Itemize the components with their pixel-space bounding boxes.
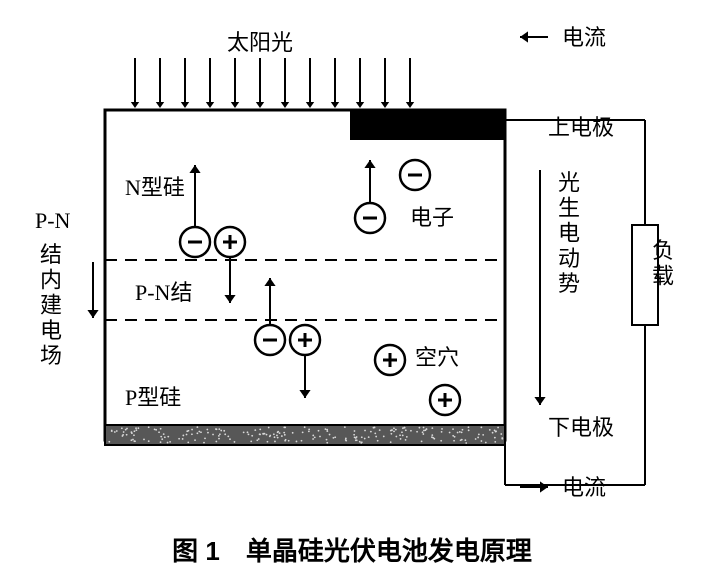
- svg-text:结内建电场: 结内建电场: [40, 242, 62, 368]
- svg-text:光生电动势: 光生电动势: [558, 170, 580, 296]
- bottom-electrode-label: 下电极: [548, 415, 614, 440]
- hole-label: 空穴: [415, 345, 459, 370]
- top-electrode: [350, 110, 505, 140]
- current-top-label: 电流: [562, 25, 606, 50]
- top-electrode-label: 上电极: [548, 115, 614, 140]
- svg-text:负载: 负载: [652, 238, 674, 288]
- current-bottom-label: 电流: [562, 475, 606, 500]
- pn-junction-label: P-N结: [135, 280, 192, 305]
- sun-label: 太阳光: [227, 30, 293, 55]
- n-type-label: N型硅: [125, 175, 185, 200]
- pn-field-label-1: P-N: [35, 208, 71, 233]
- electron-label: 电子: [410, 205, 454, 230]
- p-type-label: P型硅: [125, 385, 181, 410]
- figure-caption: 图 1 单晶硅光伏电池发电原理: [172, 536, 532, 566]
